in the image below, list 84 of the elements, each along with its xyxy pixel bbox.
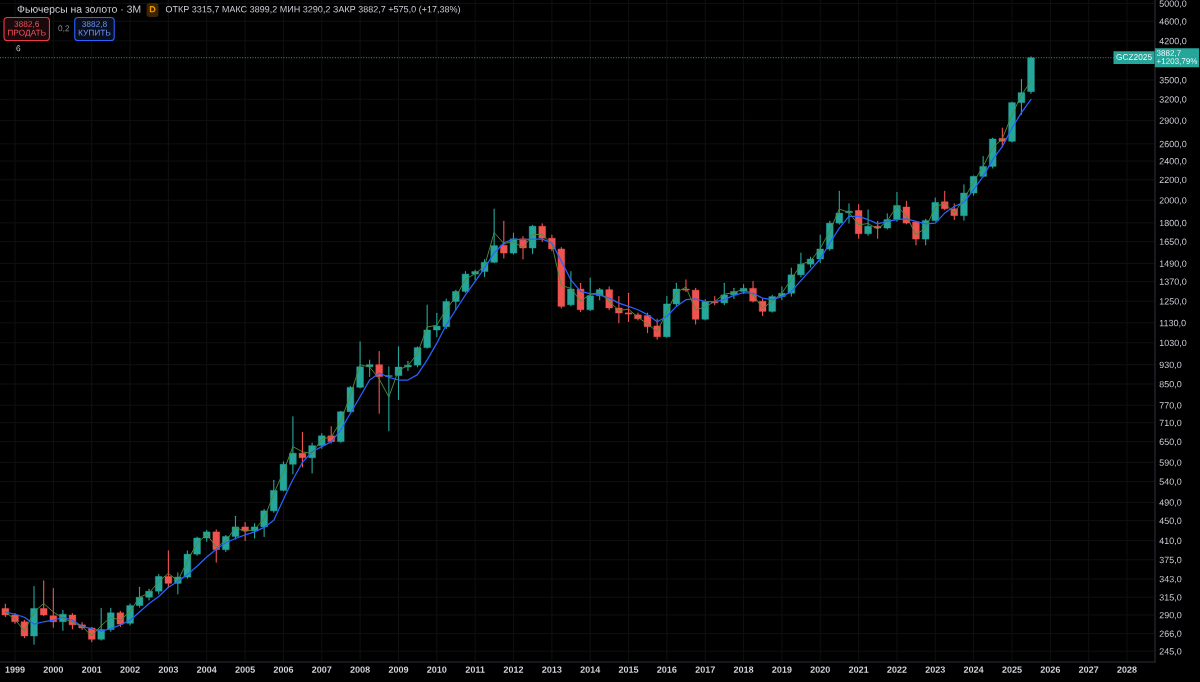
x-tick-label: 2014 — [580, 666, 601, 673]
candlestick — [586, 277, 594, 312]
y-tick-label: 2000,0 — [1159, 197, 1187, 205]
x-tick-label: 2001 — [82, 666, 102, 673]
y-tick-label: 1250,0 — [1159, 298, 1187, 306]
candlestick — [490, 208, 498, 264]
y-tick-label: 343,0 — [1159, 575, 1182, 584]
x-tick-label: 2017 — [695, 666, 715, 673]
y-tick-label: 650,0 — [1159, 438, 1182, 447]
x-tick-label: 2003 — [158, 666, 179, 673]
y-tick-label: 3500,0 — [1159, 76, 1187, 85]
x-tick-label: 2012 — [503, 666, 524, 673]
chart-title: Фьючерсы на золото · 3M — [17, 5, 141, 15]
x-tick-label: 2010 — [427, 666, 447, 673]
y-tick-label: 245,0 — [1159, 648, 1182, 656]
candlestick — [567, 271, 575, 307]
candlestick — [864, 209, 872, 236]
x-tick-label: 2002 — [120, 666, 140, 673]
y-tick-label: 4600,0 — [1159, 18, 1187, 26]
x-tick-label: 2004 — [196, 666, 217, 673]
y-tick-label: 1370,0 — [1159, 278, 1187, 286]
x-tick-label: 2015 — [618, 666, 639, 673]
candlestick — [356, 341, 364, 389]
x-tick-label: 2019 — [772, 666, 792, 673]
y-tick-label: 5000,0 — [1159, 0, 1187, 8]
y-tick-label: 1650,0 — [1159, 238, 1187, 246]
x-tick-label: 2028 — [1117, 666, 1137, 673]
x-tick-label: 2009 — [388, 666, 409, 673]
annotation: 6 — [16, 45, 21, 52]
y-tick-label: 290,0 — [1159, 611, 1182, 620]
x-tick-label: 2011 — [465, 666, 485, 673]
y-tick-label: 2200,0 — [1159, 176, 1187, 185]
x-tick-label: 2008 — [350, 666, 370, 673]
candlestick — [500, 220, 508, 259]
annotation: D — [149, 6, 156, 13]
ref-line-label: GCZ2025 — [1116, 54, 1152, 60]
x-tick-label: 2018 — [733, 666, 754, 673]
candlestick — [701, 299, 709, 321]
x-tick-label: 2022 — [887, 666, 907, 673]
x-tick-label: 2000 — [43, 666, 63, 673]
y-tick-label: 3200,0 — [1159, 96, 1187, 104]
y-tick-label: 1030,0 — [1159, 339, 1187, 348]
y-tick-label: 1490,0 — [1159, 260, 1187, 268]
y-tick-label: 490,0 — [1159, 499, 1182, 507]
candlestick — [835, 190, 843, 225]
y-tick-label: 315,0 — [1159, 594, 1182, 602]
annotation: 3882,8 КУПИТЬ — [78, 21, 111, 36]
y-tick-label: 2600,0 — [1159, 140, 1187, 149]
y-tick-label: 1130,0 — [1159, 319, 1186, 328]
y-tick-label: 770,0 — [1159, 402, 1182, 410]
candlestick — [164, 550, 172, 588]
candlestick — [375, 350, 383, 414]
annotation: 3882,6 ПРОДАТЬ — [8, 21, 46, 38]
x-tick-label: 2027 — [1078, 666, 1099, 673]
x-tick-label: 1999 — [5, 666, 25, 673]
x-tick-label: 2023 — [925, 666, 945, 673]
y-tick-label: 1800,0 — [1159, 219, 1187, 228]
y-tick-label: 850,0 — [1159, 380, 1182, 389]
text: 3882,7 +1203,79% — [1156, 50, 1198, 65]
candlestick — [298, 432, 307, 468]
y-tick-label: 590,0 — [1159, 459, 1182, 467]
y-tick-label: 540,0 — [1159, 478, 1182, 486]
y-tick-label: 266,0 — [1159, 630, 1182, 638]
x-tick-label: 2020 — [810, 666, 830, 673]
x-tick-label: 2024 — [963, 666, 984, 673]
x-tick-label: 2013 — [542, 666, 562, 673]
candlestick — [289, 416, 297, 475]
y-tick-label: 375,0 — [1159, 556, 1182, 565]
annotation: 0,2 — [58, 25, 70, 33]
x-tick-label: 2005 — [235, 666, 255, 673]
y-tick-label: 410,0 — [1159, 537, 1182, 546]
x-tick-label: 2026 — [1040, 666, 1061, 673]
x-tick-label: 2006 — [273, 666, 294, 673]
y-tick-label: 710,0 — [1159, 419, 1182, 428]
x-tick-label: 2021 — [848, 666, 869, 673]
x-tick-label: 2007 — [312, 666, 332, 673]
x-tick-label: 2016 — [657, 666, 677, 673]
y-tick-label: 2900,0 — [1159, 117, 1187, 125]
text: ОТКР 3315,7 МАКС 3899,2 МИН 3290,2 ЗАКР 3882,7 +575,0 (+17,38%) — [165, 5, 461, 15]
y-tick-label: 4200,0 — [1159, 37, 1187, 46]
y-tick-label: 450,0 — [1159, 517, 1182, 526]
y-tick-label: 930,0 — [1159, 361, 1182, 370]
y-tick-label: 2400,0 — [1159, 158, 1187, 166]
x-tick-label: 2025 — [1002, 666, 1022, 673]
